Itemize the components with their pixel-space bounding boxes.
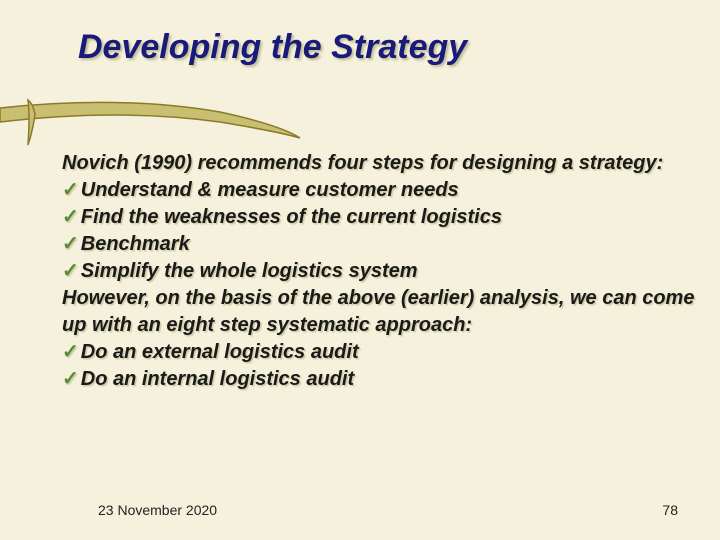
- footer-page-number: 78: [662, 502, 678, 518]
- slide-title: Developing the Strategy: [78, 28, 467, 67]
- slide-body: Novich (1990) recommends four steps for …: [62, 150, 700, 393]
- bullet-list-2: ✓Do an external logistics audit✓Do an in…: [62, 339, 700, 393]
- footer-date: 23 November 2020: [98, 502, 217, 518]
- bullet-text: Do an internal logistics audit: [81, 366, 354, 393]
- transition-text: However, on the basis of the above (earl…: [62, 285, 700, 339]
- bullet-item: ✓Benchmark: [62, 231, 700, 258]
- bullet-item: ✓Understand & measure customer needs: [62, 177, 700, 204]
- bullet-text: Do an external logistics audit: [81, 339, 359, 366]
- checkmark-icon: ✓: [62, 339, 79, 366]
- bullet-list-1: ✓Understand & measure customer needs✓Fin…: [62, 177, 700, 285]
- bullet-text: Simplify the whole logistics system: [81, 258, 418, 285]
- intro-text: Novich (1990) recommends four steps for …: [62, 150, 700, 177]
- bullet-item: ✓Simplify the whole logistics system: [62, 258, 700, 285]
- bullet-item: ✓Do an internal logistics audit: [62, 366, 700, 393]
- checkmark-icon: ✓: [62, 231, 79, 258]
- checkmark-icon: ✓: [62, 204, 79, 231]
- checkmark-icon: ✓: [62, 366, 79, 393]
- bullet-item: ✓Find the weaknesses of the current logi…: [62, 204, 700, 231]
- checkmark-icon: ✓: [62, 258, 79, 285]
- checkmark-icon: ✓: [62, 177, 79, 204]
- bullet-text: Benchmark: [81, 231, 190, 258]
- bullet-text: Understand & measure customer needs: [81, 177, 459, 204]
- bullet-text: Find the weaknesses of the current logis…: [81, 204, 502, 231]
- bullet-item: ✓Do an external logistics audit: [62, 339, 700, 366]
